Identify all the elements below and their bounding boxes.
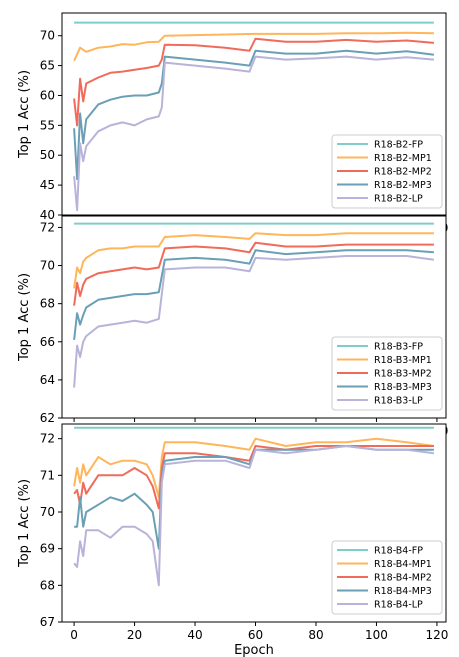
legend-label: R18-B3-MP3 [374, 382, 432, 393]
y-tick-label: 70 [40, 505, 55, 519]
y-tick-label: 69 [40, 542, 55, 556]
x-tick-label: 40 [187, 628, 202, 642]
x-tick-label: 120 [425, 628, 448, 642]
legend-label: R18-B3-MP1 [374, 355, 432, 366]
legend: R18-B4-FP R18-B4-MP1 R18-B4-MP2 R18-B4-MP3 R… [331, 540, 443, 615]
y-tick-label: 68 [40, 578, 55, 592]
x-tick-label: 20 [127, 628, 142, 642]
legend-label: R18-B3-LP [374, 396, 423, 407]
legend-label: R18-B4-MP1 [374, 559, 432, 570]
legend: R18-B2-FP R18-B2-MP1 R18-B2-MP2 R18-B2-MP3 R… [331, 134, 443, 209]
y-axis-label: Top 1 Acc (%) [17, 273, 32, 362]
y-tick-label: 72 [40, 432, 55, 446]
legend-label: R18-B4-MP3 [374, 586, 432, 597]
legend: R18-B3-FP R18-B3-MP1 R18-B3-MP2 R18-B3-MP3 R… [331, 336, 443, 411]
y-tick-label: 40 [40, 208, 55, 222]
chart-panel-3: 67 68 69 70 71 72 0 20 40 60 80 100 120 Top 1 Acc (%)… [17, 423, 448, 657]
x-tick-label: 60 [248, 628, 263, 642]
legend-label: R18-B4-LP [374, 600, 423, 611]
legend-label: R18-B3-FP [374, 342, 423, 353]
series-line-R18-B3-MP3 [73, 249, 434, 341]
legend-label: R18-B2-FP [374, 140, 423, 151]
legend-label: R18-B3-MP2 [374, 369, 432, 380]
y-tick-label: 72 [40, 220, 55, 234]
y-tick-label: 66 [40, 335, 55, 349]
legend-label: R18-B2-LP [374, 194, 423, 205]
y-tick-label: 50 [40, 148, 55, 162]
y-tick-label: 68 [40, 297, 55, 311]
y-axis-label: Top 1 Acc (%) [17, 70, 32, 159]
legend-label: R18-B2-MP2 [374, 167, 432, 178]
series-line-R18-B3-MP1 [73, 232, 434, 289]
y-tick-label: 65 [40, 59, 55, 73]
legend-label: R18-B4-MP2 [374, 573, 432, 584]
series-line-R18-B4-LP [73, 445, 435, 587]
x-tick-label: 0 [70, 628, 78, 642]
x-tick-label: 80 [308, 628, 323, 642]
y-tick-label: 55 [40, 118, 55, 132]
legend-box [331, 540, 443, 615]
legend-label: R18-B4-FP [374, 546, 423, 557]
x-axis-label: Epoch [234, 643, 274, 657]
series-line-R18-B2-MP2 [73, 37, 434, 127]
legend-label: R18-B2-MP3 [374, 180, 432, 191]
y-tick-label: 71 [40, 468, 55, 482]
y-axis-label: Top 1 Acc (%) [17, 479, 32, 568]
y-tick-label: 70 [40, 259, 55, 273]
series-line-R18-B2-LP [73, 55, 434, 212]
chart-panel-1: 40455055606570020406080100120Top 1 Acc (… [17, 12, 448, 235]
chart-panel-2: 626466687072020406080100120Top 1 Acc (%)… [17, 215, 448, 438]
y-tick-label: 60 [40, 88, 55, 102]
x-tick-label: 100 [365, 628, 388, 642]
y-tick-label: 67 [40, 615, 55, 629]
y-tick-label: 62 [40, 411, 55, 425]
y-tick-label: 64 [40, 373, 55, 387]
series-line-R18-B2-MP3 [73, 49, 435, 181]
y-tick-label: 45 [40, 178, 55, 192]
legend-box [331, 336, 443, 411]
y-tick-label: 70 [40, 29, 55, 43]
legend-box [331, 134, 443, 209]
series-line-R18-B3-LP [73, 255, 435, 388]
legend-label: R18-B2-MP1 [374, 153, 432, 164]
series-line-R18-B3-MP2 [73, 241, 434, 306]
series-line-R18-B2-MP1 [73, 31, 434, 62]
